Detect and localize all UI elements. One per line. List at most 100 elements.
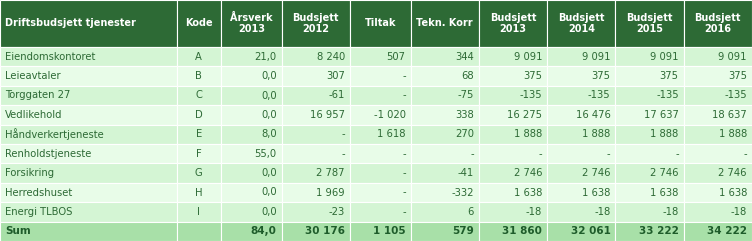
Bar <box>684 183 752 202</box>
Bar <box>479 163 547 183</box>
Text: -75: -75 <box>457 91 474 100</box>
Bar <box>221 0 282 47</box>
Text: Vedlikehold: Vedlikehold <box>5 110 62 120</box>
Bar <box>350 67 411 86</box>
Text: -332: -332 <box>451 187 474 198</box>
Bar <box>350 144 411 163</box>
Text: 1 888: 1 888 <box>582 129 611 139</box>
Bar <box>350 183 411 202</box>
Text: -: - <box>402 71 405 81</box>
Text: -: - <box>341 129 345 139</box>
Bar <box>684 86 752 105</box>
Bar <box>479 183 547 202</box>
Bar <box>221 105 282 125</box>
Bar <box>547 163 615 183</box>
Text: 1 888: 1 888 <box>514 129 542 139</box>
Text: 1 618: 1 618 <box>378 129 405 139</box>
Bar <box>177 86 221 105</box>
Text: -: - <box>470 149 474 159</box>
Bar <box>0 47 177 67</box>
Text: -: - <box>744 149 747 159</box>
Text: -: - <box>675 149 679 159</box>
Bar <box>547 86 615 105</box>
Bar <box>411 47 479 67</box>
Text: 16 275: 16 275 <box>507 110 542 120</box>
Text: 2 746: 2 746 <box>718 168 747 178</box>
Bar <box>282 125 350 144</box>
Bar <box>411 125 479 144</box>
Bar <box>479 202 547 222</box>
Text: 1 969: 1 969 <box>317 187 345 198</box>
Bar <box>479 47 547 67</box>
Bar <box>684 47 752 67</box>
Text: Energi TLBOS: Energi TLBOS <box>5 207 72 217</box>
Bar <box>411 105 479 125</box>
Bar <box>479 125 547 144</box>
Text: 2 746: 2 746 <box>650 168 679 178</box>
Text: -18: -18 <box>663 207 679 217</box>
Text: 30 176: 30 176 <box>305 226 345 236</box>
Text: 0,0: 0,0 <box>261 207 277 217</box>
Bar <box>547 47 615 67</box>
Text: Budsjett
2012: Budsjett 2012 <box>293 13 339 34</box>
Bar <box>350 202 411 222</box>
Text: Budsjett
2016: Budsjett 2016 <box>695 13 741 34</box>
Text: -: - <box>402 149 405 159</box>
Bar <box>0 67 177 86</box>
Text: Budsjett
2015: Budsjett 2015 <box>626 13 673 34</box>
Bar <box>547 144 615 163</box>
Text: Årsverk
2013: Årsverk 2013 <box>230 13 273 34</box>
Bar <box>350 125 411 144</box>
Bar <box>177 0 221 47</box>
Bar <box>282 86 350 105</box>
Text: 1 105: 1 105 <box>373 226 405 236</box>
Bar <box>282 163 350 183</box>
Text: Sum: Sum <box>5 226 31 236</box>
Text: H: H <box>195 187 202 198</box>
Text: 18 637: 18 637 <box>712 110 747 120</box>
Text: -18: -18 <box>526 207 542 217</box>
Text: 33 222: 33 222 <box>639 226 679 236</box>
Text: 9 091: 9 091 <box>582 52 611 62</box>
Text: 1 638: 1 638 <box>650 187 679 198</box>
Text: 9 091: 9 091 <box>514 52 542 62</box>
Text: -: - <box>402 187 405 198</box>
Bar <box>177 144 221 163</box>
Text: 8 240: 8 240 <box>317 52 345 62</box>
Bar <box>479 105 547 125</box>
Bar <box>615 67 684 86</box>
Bar <box>221 144 282 163</box>
Text: Tekn. Korr: Tekn. Korr <box>417 19 473 28</box>
Bar <box>615 0 684 47</box>
Text: 55,0: 55,0 <box>255 149 277 159</box>
Bar <box>684 67 752 86</box>
Bar <box>411 202 479 222</box>
Bar <box>547 67 615 86</box>
Bar <box>615 202 684 222</box>
Bar <box>615 222 684 241</box>
Bar <box>177 202 221 222</box>
Bar <box>177 222 221 241</box>
Text: I: I <box>197 207 200 217</box>
Bar <box>0 105 177 125</box>
Bar <box>221 183 282 202</box>
Text: G: G <box>195 168 203 178</box>
Text: -23: -23 <box>329 207 345 217</box>
Bar <box>411 86 479 105</box>
Text: 2 746: 2 746 <box>514 168 542 178</box>
Text: 32 061: 32 061 <box>571 226 611 236</box>
Bar <box>411 67 479 86</box>
Bar <box>615 47 684 67</box>
Text: 0,0: 0,0 <box>261 110 277 120</box>
Bar <box>0 202 177 222</box>
Bar <box>350 86 411 105</box>
Bar <box>282 105 350 125</box>
Bar <box>547 0 615 47</box>
Text: 1 888: 1 888 <box>719 129 747 139</box>
Text: 16 957: 16 957 <box>310 110 345 120</box>
Text: 1 638: 1 638 <box>719 187 747 198</box>
Bar <box>615 125 684 144</box>
Text: 270: 270 <box>455 129 474 139</box>
Bar <box>411 163 479 183</box>
Bar <box>615 144 684 163</box>
